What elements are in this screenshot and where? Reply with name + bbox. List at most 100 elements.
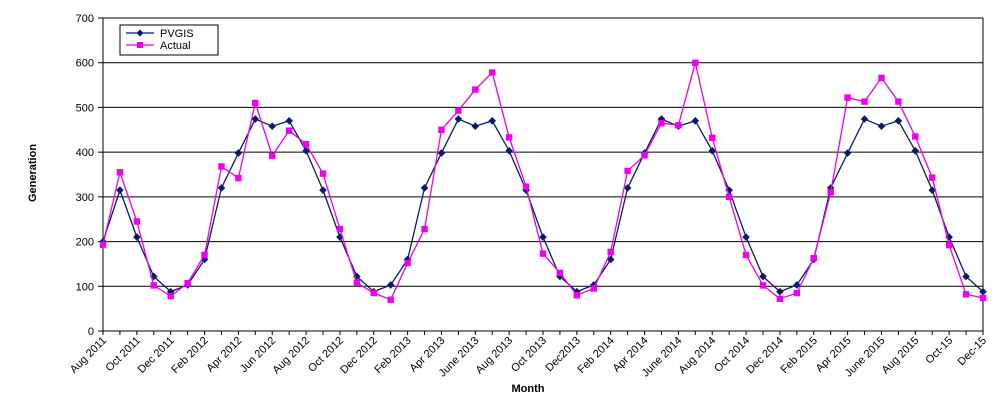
actual-point	[675, 122, 682, 129]
actual-point	[133, 218, 141, 225]
y-tick-label: 700	[76, 13, 94, 25]
actual-point	[455, 107, 462, 114]
y-tick-label: 500	[76, 102, 94, 114]
actual-point	[505, 134, 513, 141]
axes	[102, 18, 984, 335]
actual-point	[218, 163, 225, 170]
x-tick-label: Feb 2014	[575, 335, 616, 376]
x-tick-label: Dec-15	[956, 335, 990, 369]
actual-point	[285, 127, 293, 134]
series-group	[99, 59, 987, 303]
pvgis-point	[691, 117, 700, 125]
pvgis-point	[708, 147, 717, 155]
y-tick-label: 600	[76, 58, 94, 70]
pvgis-point	[319, 186, 327, 194]
pvgis-point	[285, 117, 293, 125]
pvgis-point	[623, 184, 632, 192]
actual-point	[844, 94, 851, 101]
x-tick-label: Aug 2012	[270, 335, 312, 377]
actual-point	[793, 289, 801, 297]
pvgis-point	[539, 233, 547, 241]
x-tick-label: Feb 2015	[779, 335, 820, 376]
actual-point	[522, 183, 530, 190]
pvgis-point	[437, 149, 446, 157]
x-tick-label: Aug 2015	[880, 335, 922, 377]
actual-point	[895, 98, 902, 105]
x-tick-label: Feb 2013	[372, 335, 413, 376]
actual-point	[556, 269, 564, 277]
actual-point	[607, 248, 614, 256]
actual-point	[99, 241, 107, 248]
pvgis-point	[166, 287, 175, 296]
pvgis-point	[353, 272, 361, 281]
actual-point	[573, 292, 581, 299]
actual-point	[725, 193, 733, 201]
actual-point	[184, 279, 191, 287]
pvgis-point	[793, 281, 801, 289]
y-tick-label: 100	[76, 281, 94, 293]
pvgis-series-line	[102, 118, 984, 293]
pvgis-point	[860, 115, 869, 123]
pvgis-point	[471, 122, 480, 131]
pvgis-point	[742, 233, 750, 241]
pvgis-point	[843, 149, 852, 157]
actual-point	[438, 126, 445, 133]
actual-point	[776, 295, 784, 303]
actual-point	[319, 170, 327, 177]
actual-point	[116, 169, 124, 176]
pvgis-point	[234, 149, 243, 157]
actual-point	[692, 59, 699, 66]
pvgis-point	[928, 186, 937, 194]
actual-point	[150, 282, 157, 289]
pvgis-point	[911, 147, 920, 155]
y-tick-label: 0	[88, 326, 94, 338]
pvgis-point	[776, 287, 784, 296]
actual-point	[404, 259, 411, 267]
x-tick-label: Aug 2013	[473, 335, 515, 377]
actual-point	[387, 296, 394, 303]
actual-point	[962, 291, 970, 298]
x-tick-label: Oct-15	[923, 335, 955, 367]
actual-point	[658, 119, 665, 127]
actual-point	[370, 289, 377, 297]
actual-point	[252, 99, 259, 107]
actual-point	[641, 152, 648, 159]
x-axis-title: Month	[512, 383, 545, 395]
pvgis-point	[420, 184, 429, 192]
actual-point	[353, 279, 361, 286]
actual-point	[929, 174, 936, 181]
actual-point	[709, 134, 716, 142]
actual-point	[489, 69, 496, 76]
pvgis-point	[454, 115, 463, 123]
actual-point	[861, 98, 868, 105]
pvgis-point	[251, 115, 260, 123]
pvgis-point	[217, 184, 226, 192]
y-tick-labels: 0 100 200 300 400 500 600 700	[76, 13, 94, 338]
actual-series-line	[102, 62, 984, 301]
actual-point	[624, 167, 631, 175]
legend-actual-label: Actual	[160, 40, 191, 52]
pvgis-point	[336, 233, 344, 241]
actual-point	[167, 292, 174, 300]
x-tick-label: Aug 2014	[677, 335, 719, 377]
actual-point	[302, 140, 310, 148]
pvgis-point	[657, 115, 666, 123]
x-tick-label: Oct 2013	[509, 335, 549, 375]
actual-point	[539, 250, 547, 257]
pvgis-point	[302, 147, 310, 155]
x-tick-label: Dec 2014	[744, 335, 786, 377]
actual-point	[827, 189, 834, 196]
pvgis-point	[606, 255, 615, 264]
x-tick-label: Dec 2012	[338, 335, 380, 377]
legend-pvgis-marker	[136, 29, 144, 37]
pvgis-point	[386, 281, 395, 289]
pvgis-point	[133, 233, 141, 241]
pvgis-point	[894, 117, 903, 125]
actual-point	[759, 282, 767, 289]
pvgis-point	[877, 122, 886, 131]
x-tick-label: Aug 2011	[68, 335, 109, 376]
y-tick-label: 200	[76, 237, 94, 249]
pvgis-point	[979, 287, 987, 296]
